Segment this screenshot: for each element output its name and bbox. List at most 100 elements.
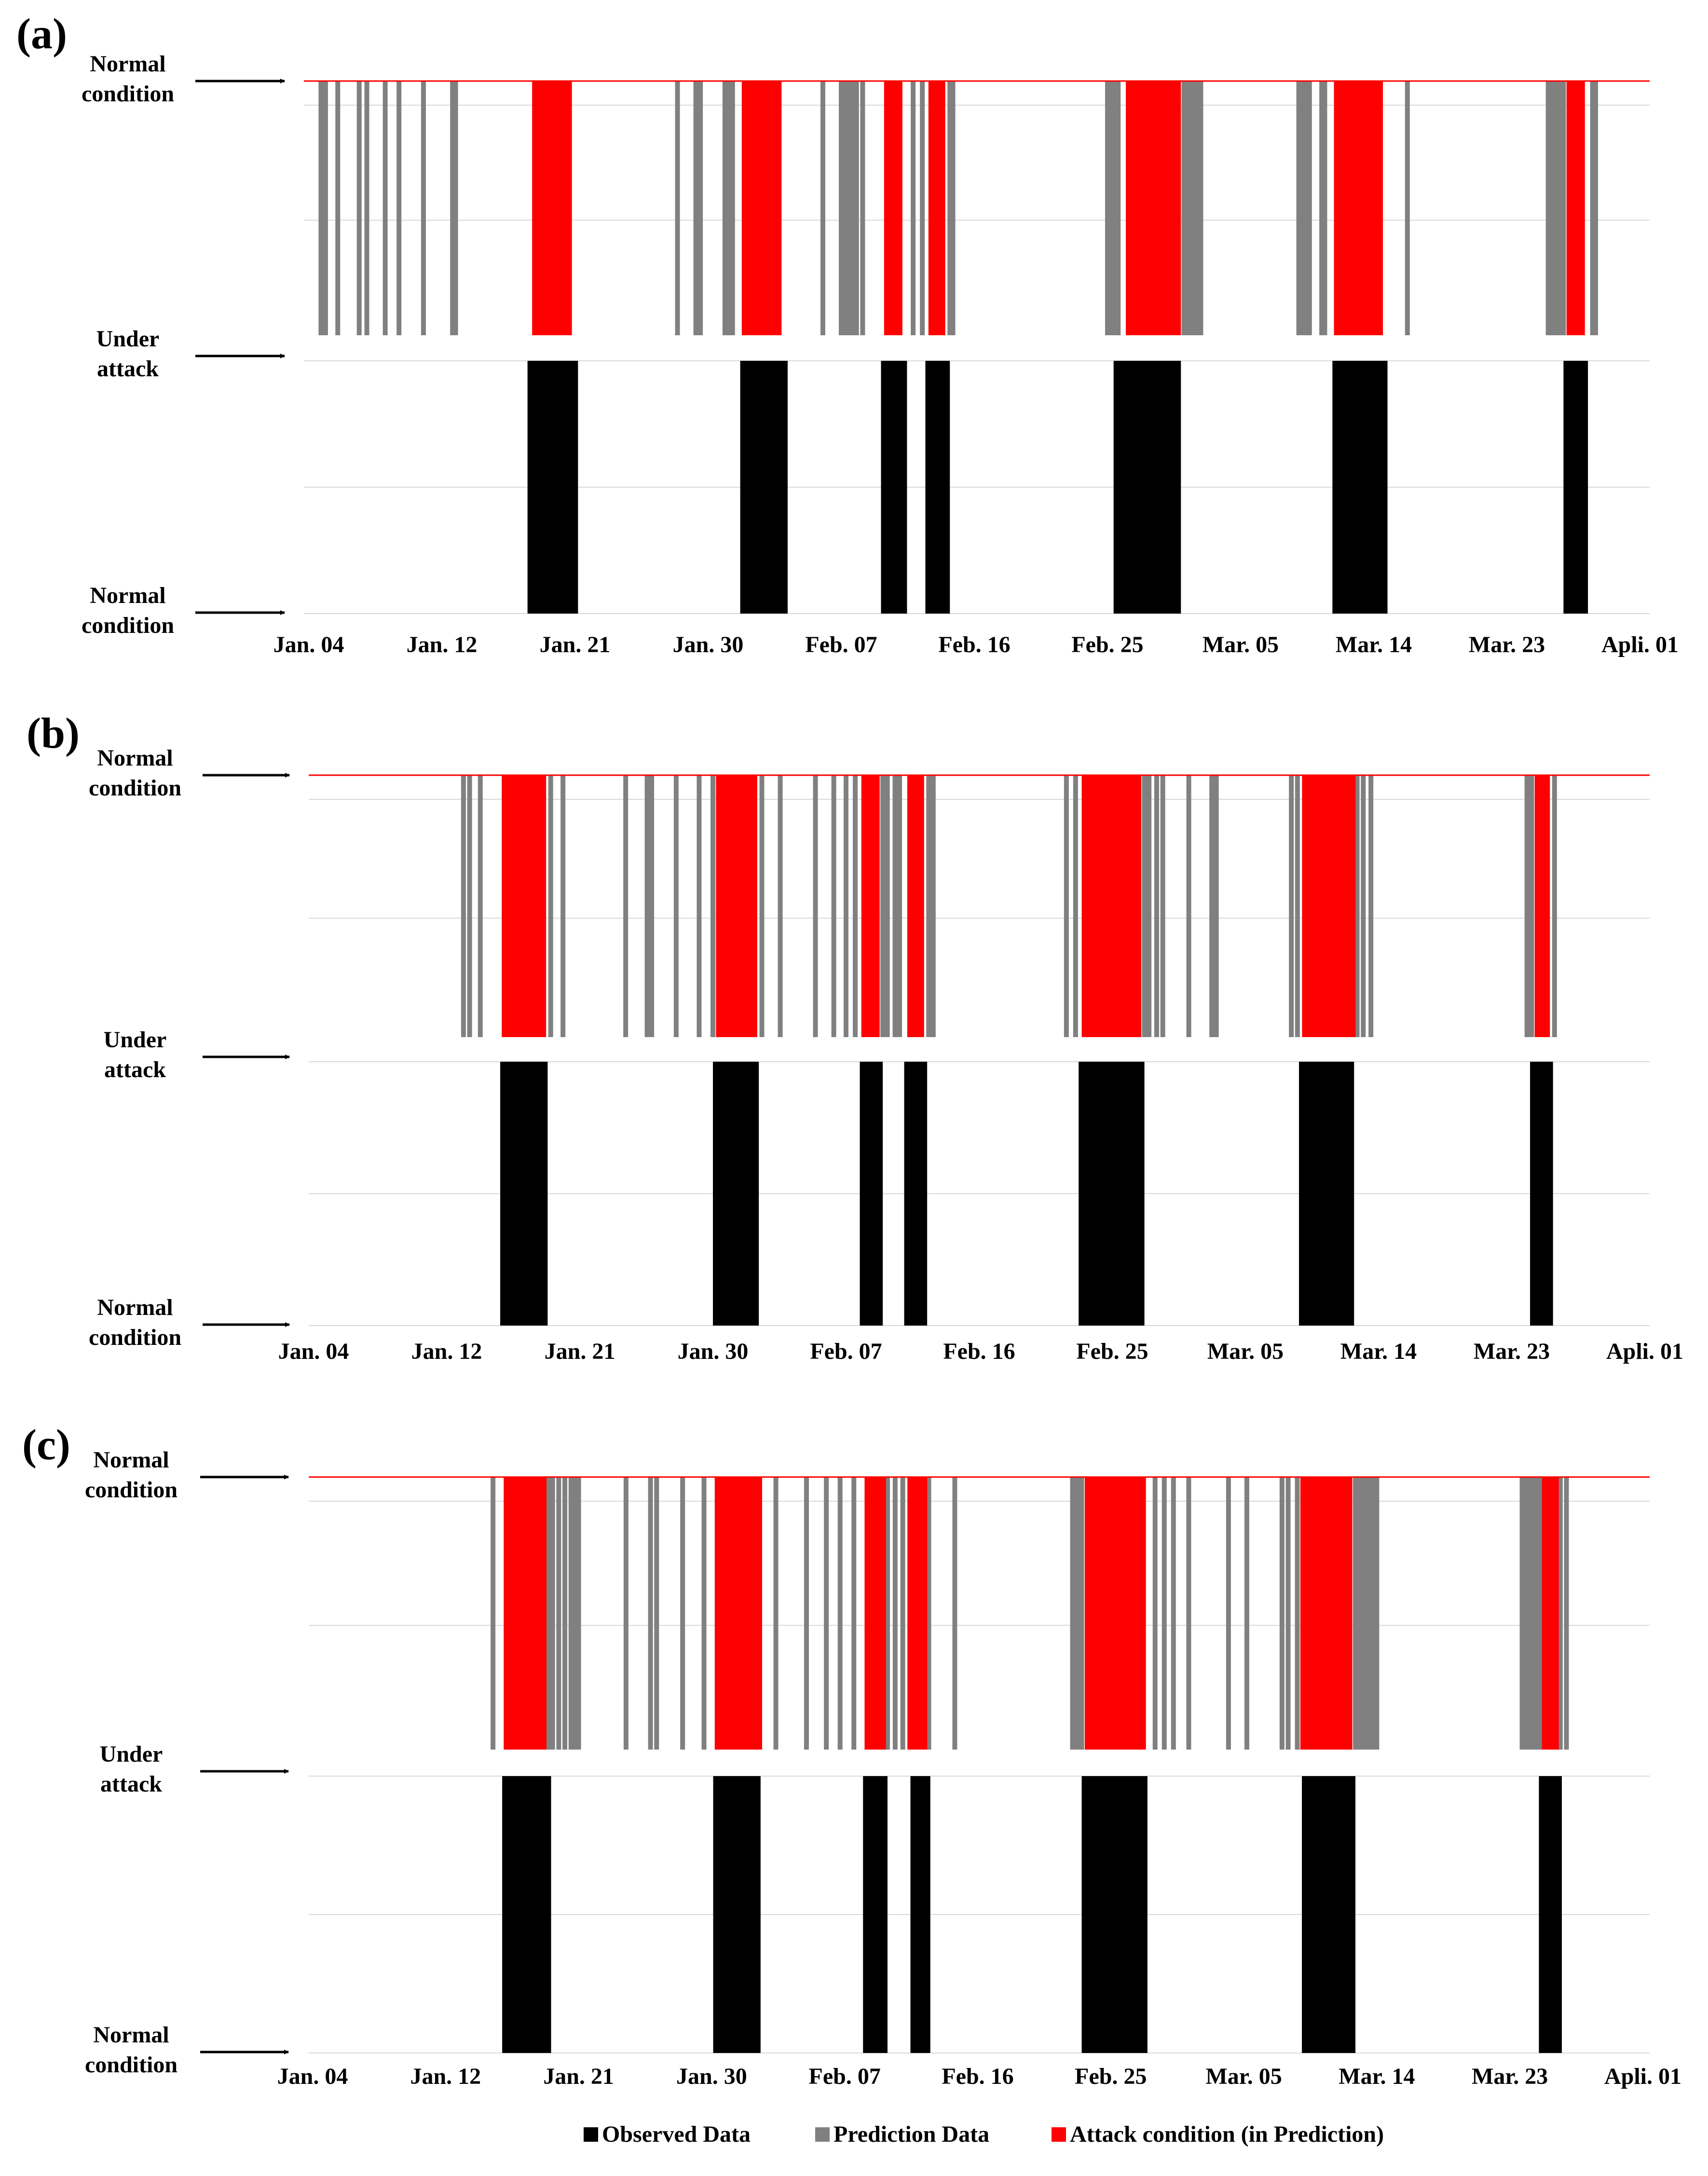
- prediction-bar: [1519, 1477, 1525, 1750]
- x-tick-label: Mar. 05: [1207, 1339, 1284, 1364]
- prediction-bar: [461, 775, 466, 1037]
- legend-swatch: [584, 2127, 598, 2142]
- x-tick-label: Jan. 30: [673, 632, 744, 657]
- attack-prediction-bar: [1566, 81, 1585, 335]
- attack-prediction-bar: [884, 81, 902, 335]
- x-tick-label: Feb. 25: [1076, 1339, 1148, 1364]
- prediction-bar: [711, 775, 715, 1037]
- prediction-bar: [1171, 1477, 1176, 1750]
- legend: Observed Data Prediction Data Attack condi…: [584, 2121, 1384, 2147]
- chart-panel-c: (c) Normal condition Under attack Normal condi…: [22, 1421, 1681, 2089]
- attack-prediction-bar: [532, 81, 572, 335]
- x-tick-label: Jan. 21: [540, 632, 611, 657]
- prediction-bar: [824, 1477, 829, 1750]
- prediction-bar: [1209, 775, 1215, 1037]
- state-label-bottom: Normal condition: [89, 1295, 181, 1350]
- prediction-bar: [1561, 81, 1566, 335]
- prediction-bar: [1552, 775, 1557, 1037]
- prediction-bar: [654, 1477, 659, 1750]
- prediction-bar: [356, 81, 362, 335]
- prediction-bar: [1354, 775, 1360, 1037]
- legend-label: Attack condition (in Prediction): [1070, 2121, 1384, 2147]
- prediction-bar: [573, 1477, 578, 1750]
- prediction-bar: [450, 81, 455, 335]
- prediction-bar: [693, 81, 698, 335]
- prediction-bar: [900, 1477, 905, 1750]
- prediction-bar: [1549, 81, 1554, 335]
- prediction-bar: [1064, 775, 1069, 1037]
- legend-swatch: [815, 2127, 830, 2142]
- prediction-bar: [1154, 775, 1159, 1037]
- legend-label: Observed Data: [602, 2121, 751, 2147]
- x-tick-label: Apli. 01: [1606, 1339, 1683, 1364]
- x-tick-label: Mar. 05: [1202, 632, 1279, 657]
- chart-panel-a: (a) Normal condition Under attack Normal condi…: [16, 10, 1679, 657]
- x-tick-label: Jan. 04: [277, 2064, 348, 2089]
- prediction-bar: [952, 1477, 957, 1750]
- observed-bar: [1081, 1776, 1148, 2053]
- observed-bar: [740, 361, 788, 614]
- prediction-bar: [947, 81, 953, 335]
- prediction-bar: [1524, 1477, 1530, 1750]
- prediction-bar: [560, 775, 566, 1037]
- prediction-bar: [697, 775, 702, 1037]
- observed-bar: [1299, 1062, 1354, 1326]
- prediction-bar: [1194, 81, 1199, 335]
- state-label-bottom: Normal condition: [85, 2022, 178, 2078]
- prediction-bar: [649, 775, 655, 1037]
- prediction-bar: [1529, 1477, 1534, 1750]
- prediction-bar: [421, 81, 426, 335]
- prediction-bar: [911, 81, 916, 335]
- prediction-bar: [323, 81, 328, 335]
- attack-prediction-bar: [864, 1477, 886, 1750]
- state-label-top: Normal condition: [82, 51, 174, 107]
- prediction-bar: [1302, 81, 1308, 335]
- prediction-bar: [680, 1477, 685, 1750]
- observed-bar: [502, 1776, 551, 2053]
- state-label-middle: Under attack: [100, 1741, 163, 1797]
- attack-prediction-bar: [861, 775, 880, 1037]
- prediction-bar: [550, 1477, 555, 1750]
- attack-prediction-bar: [1302, 775, 1356, 1037]
- observed-bar: [1302, 1776, 1356, 2053]
- x-tick-label: Mar. 23: [1474, 1339, 1550, 1364]
- prediction-bar: [698, 81, 703, 335]
- prediction-bar: [1079, 1477, 1084, 1750]
- prediction-bar: [892, 775, 898, 1037]
- prediction-bar: [546, 1477, 551, 1750]
- x-tick-label: Jan. 21: [545, 1339, 615, 1364]
- prediction-bar: [926, 1477, 931, 1750]
- observed-bar: [713, 1776, 761, 2053]
- prediction-bar: [675, 81, 680, 335]
- x-tick-label: Jan. 04: [278, 1339, 349, 1364]
- prediction-bar: [1538, 1477, 1543, 1750]
- prediction-bar: [885, 775, 890, 1037]
- observed-bar: [863, 1776, 888, 2053]
- x-tick-label: Jan. 30: [678, 1339, 749, 1364]
- prediction-bar: [318, 81, 324, 335]
- x-tick-label: Jan. 04: [273, 632, 344, 657]
- prediction-bar: [1226, 1477, 1231, 1750]
- prediction-bar: [1299, 81, 1304, 335]
- x-tick-label: Feb. 16: [938, 632, 1010, 657]
- prediction-bar: [880, 775, 886, 1037]
- x-tick-label: Mar. 23: [1469, 632, 1545, 657]
- prediction-bar: [335, 81, 341, 335]
- observed-bar: [925, 361, 950, 614]
- attack-prediction-bar: [1334, 81, 1383, 335]
- panel-letter: (c): [22, 1421, 70, 1469]
- prediction-bar: [1524, 775, 1530, 1037]
- prediction-bar: [844, 775, 848, 1037]
- attack-prediction-bar: [907, 775, 924, 1037]
- prediction-bar: [1564, 1477, 1569, 1750]
- state-label-middle: Under attack: [104, 1027, 167, 1082]
- prediction-bar: [1289, 775, 1294, 1037]
- prediction-bar: [1161, 1477, 1167, 1750]
- prediction-bar: [1552, 81, 1557, 335]
- prediction-bar: [820, 81, 825, 335]
- prediction-bar: [1109, 81, 1115, 335]
- prediction-bar: [1295, 775, 1300, 1037]
- prediction-bar: [1533, 1477, 1539, 1750]
- prediction-bar: [1356, 1477, 1361, 1750]
